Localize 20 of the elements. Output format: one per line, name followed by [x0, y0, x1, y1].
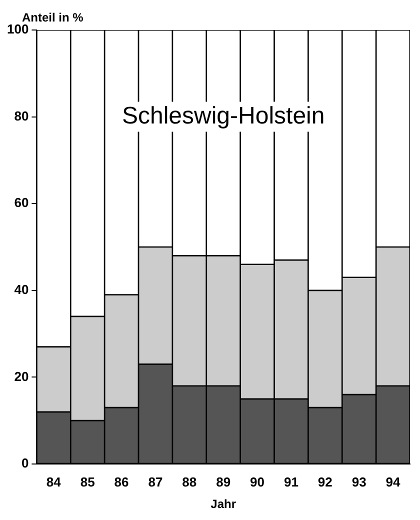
x-tick-label: 85: [80, 474, 95, 490]
x-tick-label: 94: [386, 474, 402, 490]
y-axis-title: Anteil in %: [22, 10, 84, 24]
x-tick-label: 90: [250, 474, 265, 490]
x-tick-label: 88: [182, 474, 197, 490]
y-tick-label: 60: [14, 195, 29, 210]
y-tick-label: 20: [14, 368, 29, 384]
x-tick-label: 89: [216, 474, 231, 490]
y-tick-label: 40: [14, 282, 29, 297]
y-tick-label: 100: [6, 22, 29, 37]
x-tick-label: 92: [318, 474, 332, 490]
x-tick-label: 91: [284, 474, 298, 490]
x-axis-title: Jahr: [210, 497, 236, 512]
y-tick-label: 80: [14, 108, 29, 124]
x-tick-label: 87: [148, 474, 163, 490]
x-tick-label: 86: [114, 474, 129, 490]
x-tick-label: 84: [46, 474, 62, 490]
y-tick-label: 0: [21, 456, 29, 471]
x-tick-label: 93: [352, 474, 366, 490]
annotation: Schleswig-Holstein: [122, 102, 325, 130]
